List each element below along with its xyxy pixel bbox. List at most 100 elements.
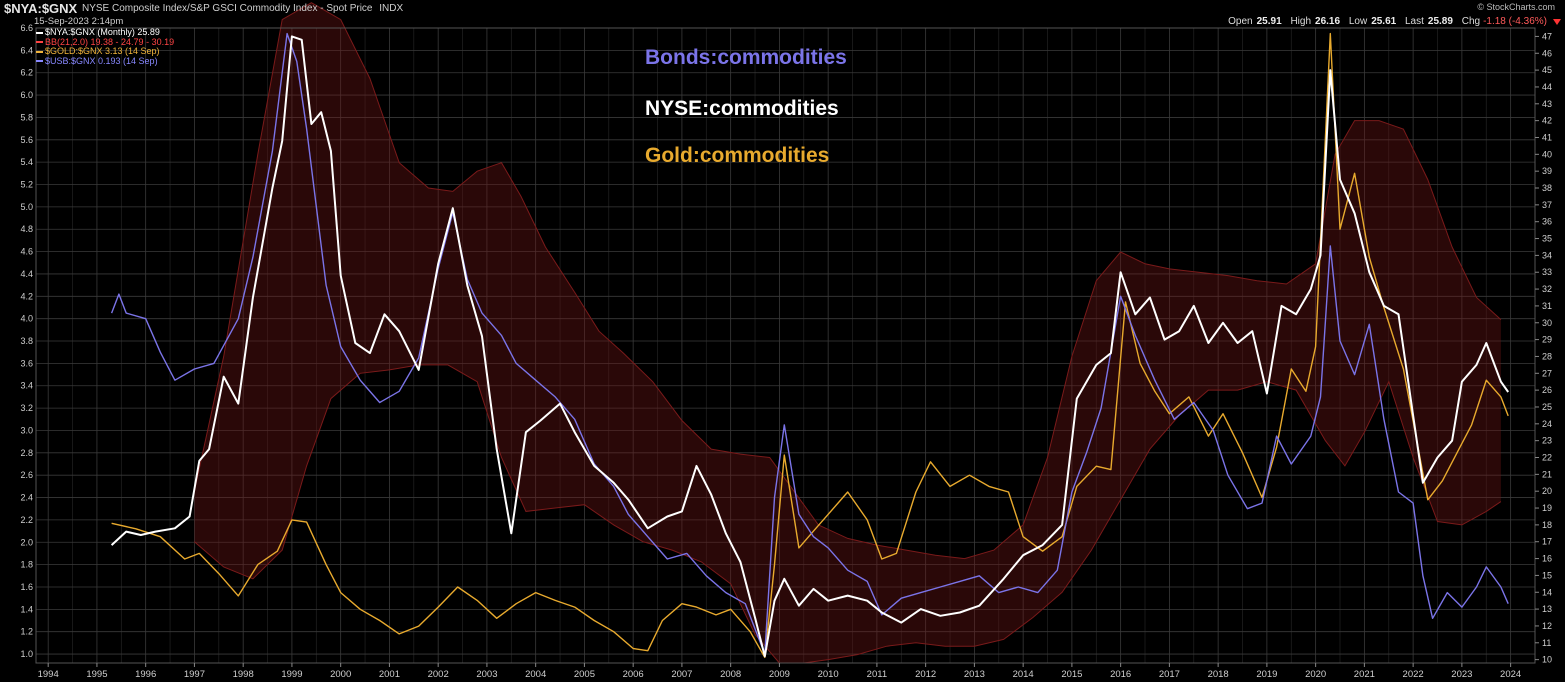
right-tick-label: 23 bbox=[1542, 436, 1552, 446]
x-tick-label: 2010 bbox=[818, 669, 839, 680]
left-tick-label: 2.8 bbox=[20, 448, 33, 458]
left-tick-label: 4.2 bbox=[20, 291, 33, 301]
left-tick-label: 5.8 bbox=[20, 112, 33, 122]
legend-swatch bbox=[36, 41, 43, 44]
left-tick-label: 4.4 bbox=[20, 269, 33, 279]
x-tick-label: 2023 bbox=[1451, 669, 1472, 680]
x-tick-label: 2004 bbox=[525, 669, 546, 680]
right-tick-label: 32 bbox=[1542, 284, 1552, 294]
x-tick-label: 2008 bbox=[720, 669, 741, 680]
left-tick-label: 1.4 bbox=[20, 604, 33, 614]
right-tick-label: 16 bbox=[1542, 554, 1552, 564]
x-tick-label: 2021 bbox=[1354, 669, 1375, 680]
axes: 1994 1995 1996 1997 1998 1999 2000 2001 2002 2003… bbox=[20, 23, 1552, 680]
x-tick-label: 1995 bbox=[86, 669, 107, 680]
right-tick-label: 42 bbox=[1542, 116, 1552, 126]
left-tick-label: 3.8 bbox=[20, 336, 33, 346]
bollinger-upper bbox=[193, 2, 1502, 560]
x-tick-label: 2015 bbox=[1061, 669, 1082, 680]
right-tick-label: 24 bbox=[1542, 419, 1552, 429]
left-tick-label: 1.6 bbox=[20, 582, 33, 592]
x-tick-label: 2002 bbox=[428, 669, 449, 680]
legend-item-bb: BB(21,2.0) 19.38 - 24.79 - 30.19 bbox=[36, 36, 175, 48]
plot-frame bbox=[35, 27, 1536, 664]
low-label: Low bbox=[1348, 16, 1368, 27]
x-tick-label: 2016 bbox=[1110, 669, 1131, 680]
left-tick-label: 1.0 bbox=[20, 649, 33, 659]
exchange-label: INDX bbox=[379, 3, 404, 14]
x-tick-label: 1998 bbox=[233, 669, 254, 680]
right-tick-label: 44 bbox=[1542, 82, 1552, 92]
x-tick-label: 2009 bbox=[769, 669, 790, 680]
chart-date: 15-Sep-2023 2:14pm bbox=[34, 16, 124, 27]
left-tick-label: 5.0 bbox=[20, 202, 33, 212]
right-tick-label: 20 bbox=[1542, 486, 1552, 496]
grid bbox=[36, 27, 1535, 663]
down-arrow-icon bbox=[1553, 19, 1561, 25]
x-tick-label: 2022 bbox=[1403, 669, 1424, 680]
x-tick-label: 2001 bbox=[379, 669, 400, 680]
left-tick-label: 2.6 bbox=[20, 470, 33, 480]
left-tick-label: 5.4 bbox=[20, 157, 33, 167]
right-tick-label: 45 bbox=[1542, 65, 1552, 75]
annotation-gold: Gold:commodities bbox=[645, 144, 830, 167]
series-line-gold bbox=[111, 32, 1509, 659]
x-tick-label: 1994 bbox=[38, 669, 59, 680]
right-tick-label: 12 bbox=[1542, 621, 1552, 631]
chg-label: Chg bbox=[1461, 16, 1481, 27]
left-tick-label: 3.6 bbox=[20, 358, 33, 368]
right-tick-label: 43 bbox=[1542, 99, 1552, 109]
legend-swatch bbox=[36, 60, 43, 63]
right-tick-label: 31 bbox=[1542, 301, 1552, 311]
left-tick-label: 6.4 bbox=[20, 45, 33, 55]
left-tick-label: 3.2 bbox=[20, 403, 33, 413]
legend-item-bonds: $USB:$GNX 0.193 (14 Sep) bbox=[36, 55, 174, 67]
x-tick-label: 2017 bbox=[1159, 669, 1180, 680]
right-tick-label: 35 bbox=[1542, 234, 1552, 244]
right-tick-label: 46 bbox=[1542, 48, 1552, 58]
watermark: © StockCharts.com bbox=[1477, 2, 1555, 12]
legend-text: BB(21,2.0) 19.38 - 24.79 - 30.19 bbox=[45, 36, 175, 47]
right-tick-label: 28 bbox=[1542, 351, 1552, 361]
left-tick-label: 3.4 bbox=[20, 381, 33, 391]
left-tick-label: 6.6 bbox=[20, 23, 33, 33]
x-tick-label: 2011 bbox=[867, 669, 887, 680]
right-tick-label: 36 bbox=[1542, 217, 1552, 227]
right-tick-label: 13 bbox=[1542, 604, 1552, 614]
legend: $NYA:$GNX (Monthly) 25.89 BB(21,2.0) 19.… bbox=[36, 27, 175, 67]
high-label: High bbox=[1290, 16, 1312, 27]
right-tick-label: 34 bbox=[1542, 250, 1552, 260]
series-lines bbox=[110, 32, 1510, 659]
legend-text: $GOLD:$GNX 3.13 (14 Sep) bbox=[45, 46, 160, 57]
x-tick-label: 2006 bbox=[623, 669, 644, 680]
right-tick-label: 18 bbox=[1542, 520, 1552, 530]
right-tick-label: 39 bbox=[1542, 166, 1552, 176]
right-tick-label: 41 bbox=[1542, 132, 1552, 142]
left-tick-label: 6.2 bbox=[20, 68, 33, 78]
right-tick-label: 25 bbox=[1542, 402, 1552, 412]
left-tick-label: 4.8 bbox=[20, 224, 33, 234]
right-tick-label: 40 bbox=[1542, 149, 1552, 159]
x-tick-label: 2014 bbox=[1013, 669, 1034, 680]
right-tick-label: 22 bbox=[1542, 453, 1552, 463]
right-tick-label: 11 bbox=[1542, 638, 1551, 648]
left-tick-label: 1.8 bbox=[20, 560, 33, 570]
right-tick-label: 26 bbox=[1542, 385, 1552, 395]
legend-swatch bbox=[36, 31, 43, 34]
annotation-bonds: Bonds:commodities bbox=[645, 46, 847, 69]
legend-text: $USB:$GNX 0.193 (14 Sep) bbox=[45, 55, 158, 66]
x-tick-label: 2000 bbox=[330, 669, 351, 680]
bollinger-fill bbox=[194, 2, 1501, 663]
right-tick-label: 14 bbox=[1542, 587, 1552, 597]
bollinger-band bbox=[193, 2, 1502, 664]
x-tick-label: 2013 bbox=[964, 669, 985, 680]
right-tick-label: 29 bbox=[1542, 335, 1552, 345]
open-label: Open bbox=[1228, 16, 1253, 27]
x-tick-label: 1997 bbox=[184, 669, 205, 680]
x-tick-label: 2003 bbox=[476, 669, 497, 680]
description-text: NYSE Composite Index/S&P GSCI Commodity … bbox=[82, 3, 373, 14]
x-tick-label: 2012 bbox=[915, 669, 936, 680]
x-tick-label: 2007 bbox=[671, 669, 692, 680]
low-value: 25.61 bbox=[1371, 16, 1397, 27]
